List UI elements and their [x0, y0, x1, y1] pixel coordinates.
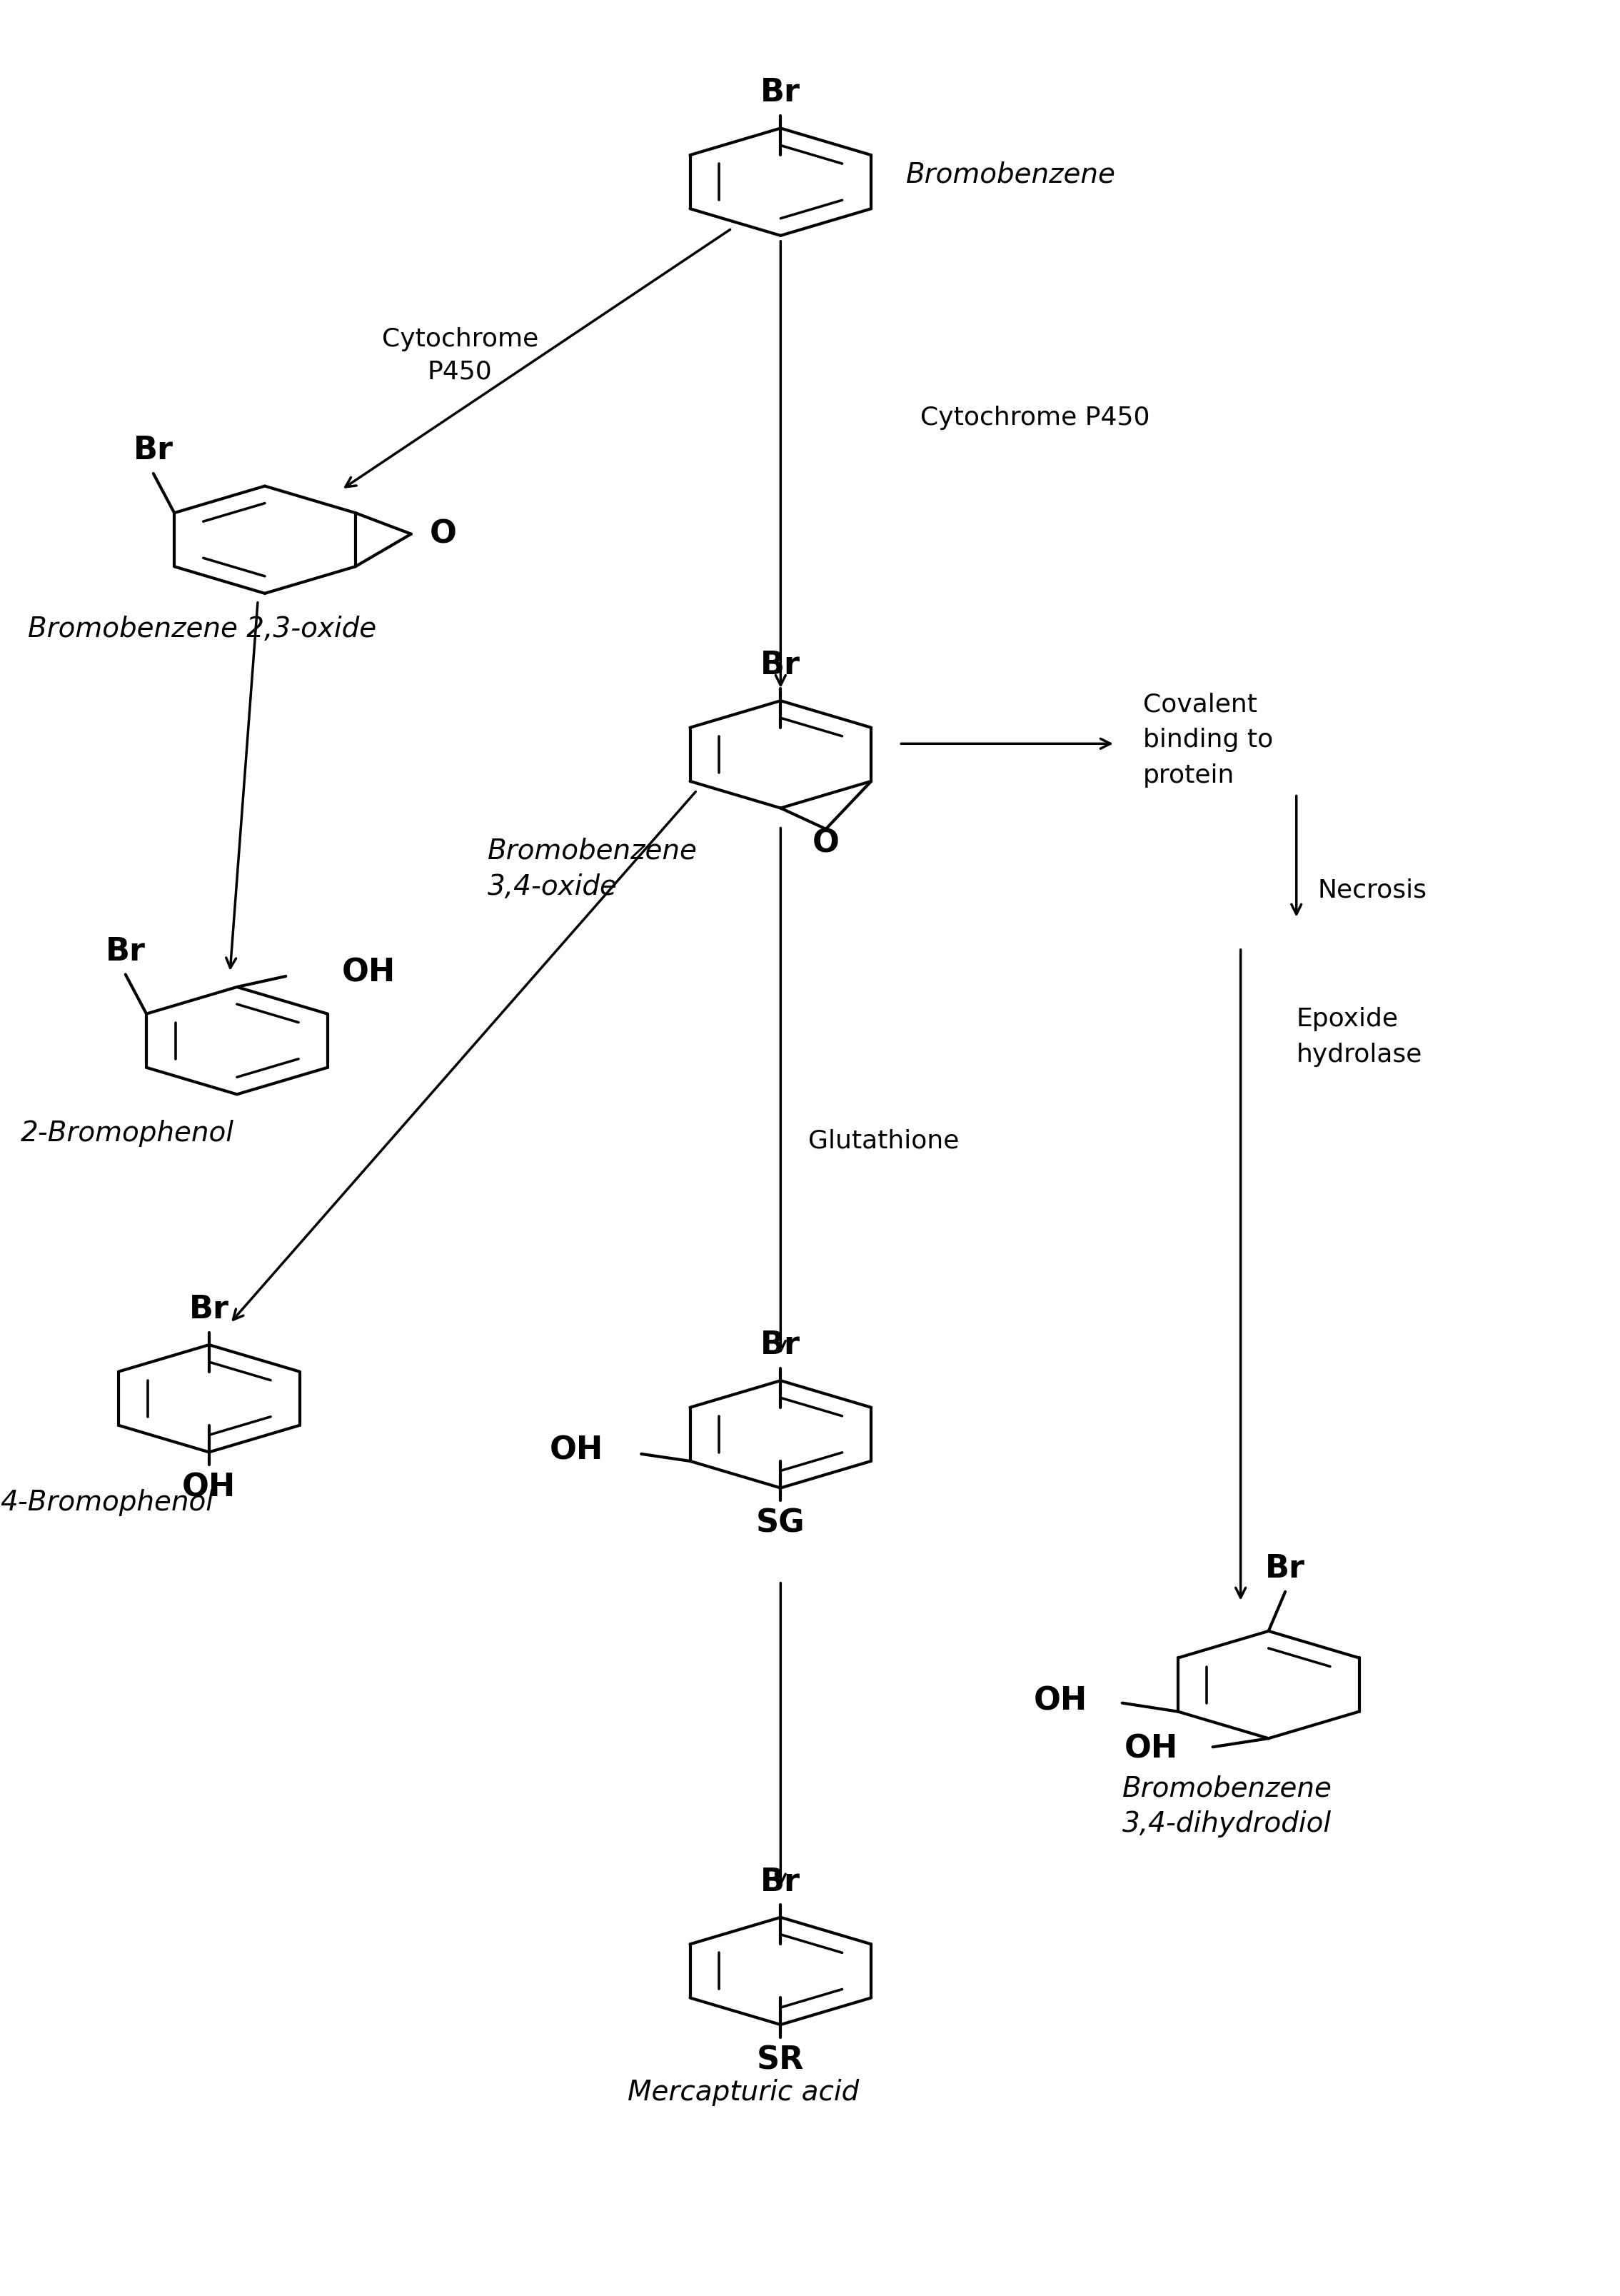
Text: Bromobenzene: Bromobenzene: [1123, 1775, 1332, 1802]
Text: OH: OH: [1034, 1685, 1087, 1715]
Text: protein: protein: [1144, 765, 1234, 788]
Text: O: O: [812, 829, 839, 859]
Text: Br: Br: [761, 1329, 800, 1362]
Text: OH: OH: [181, 1472, 237, 1504]
Text: Glutathione: Glutathione: [808, 1130, 959, 1153]
Text: hydrolase: hydrolase: [1296, 1042, 1422, 1068]
Text: Bromobenzene 2,3-oxide: Bromobenzene 2,3-oxide: [28, 615, 376, 643]
Text: OH: OH: [342, 957, 395, 987]
Text: Br: Br: [761, 1867, 800, 1896]
Text: binding to: binding to: [1144, 728, 1273, 753]
Text: Br: Br: [761, 78, 800, 108]
Text: 3,4-dihydrodiol: 3,4-dihydrodiol: [1123, 1812, 1332, 1837]
Text: P450: P450: [428, 360, 492, 383]
Text: SG: SG: [757, 1508, 805, 1538]
Text: Br: Br: [190, 1295, 228, 1325]
Text: Cytochrome P450: Cytochrome P450: [920, 406, 1150, 429]
Text: Epoxide: Epoxide: [1296, 1008, 1398, 1031]
Text: Bromobenzene: Bromobenzene: [488, 838, 698, 866]
Text: OH: OH: [1124, 1733, 1178, 1766]
Text: Br: Br: [1265, 1554, 1306, 1584]
Text: Covalent: Covalent: [1144, 691, 1257, 716]
Text: 2-Bromophenol: 2-Bromophenol: [21, 1120, 235, 1148]
Text: Mercapturic acid: Mercapturic acid: [627, 2080, 859, 2105]
Text: Necrosis: Necrosis: [1317, 879, 1427, 902]
Text: OH: OH: [549, 1435, 604, 1465]
Text: Cytochrome: Cytochrome: [382, 328, 538, 351]
Text: Br: Br: [133, 436, 173, 466]
Text: SR: SR: [757, 2046, 804, 2076]
Text: Br: Br: [105, 937, 146, 967]
Text: 4-Bromophenol: 4-Bromophenol: [0, 1488, 214, 1515]
Text: O: O: [429, 519, 457, 549]
Text: Br: Br: [761, 650, 800, 680]
Text: 3,4-oxide: 3,4-oxide: [488, 872, 617, 900]
Text: Bromobenzene: Bromobenzene: [906, 161, 1116, 188]
